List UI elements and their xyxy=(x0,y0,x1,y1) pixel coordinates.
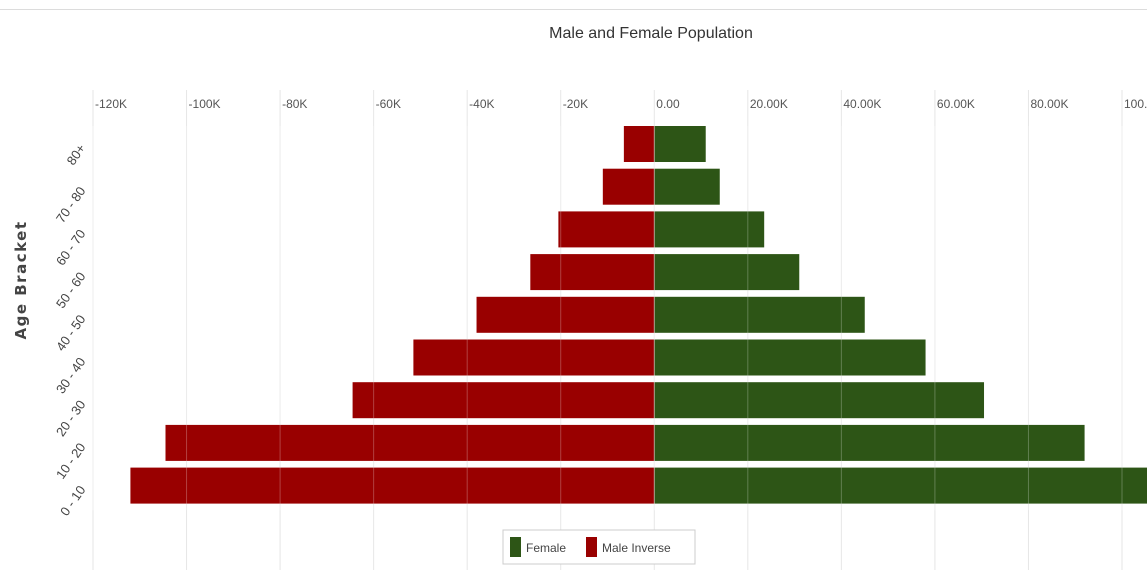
bar-female[interactable] xyxy=(654,126,706,162)
bar-male-inverse[interactable] xyxy=(558,211,655,248)
bar-male-inverse[interactable] xyxy=(352,382,655,419)
x-tick-label: 0.00 xyxy=(656,97,680,111)
category-label: 70 - 80 xyxy=(53,184,89,226)
bar-male-inverse[interactable] xyxy=(476,296,655,333)
bar-male-inverse[interactable] xyxy=(623,126,655,162)
x-tick-label: 20.00K xyxy=(750,97,788,111)
x-tick-label: 80.00K xyxy=(1030,97,1068,111)
bar-female[interactable] xyxy=(654,339,926,376)
legend-box xyxy=(502,529,696,565)
category-label: 0 - 10 xyxy=(57,483,88,519)
y-axis-title: Age Bracket xyxy=(12,220,30,339)
x-tick-label: -120K xyxy=(95,97,127,111)
legend[interactable]: Female Male Inverse xyxy=(502,529,696,565)
category-label: 20 - 30 xyxy=(53,397,89,439)
bar-male-inverse[interactable] xyxy=(130,467,655,504)
category-label: 60 - 70 xyxy=(53,227,89,269)
x-tick-label: 100.00K xyxy=(1124,97,1147,111)
legend-label: Female xyxy=(526,541,566,555)
x-tick-label: -40K xyxy=(469,97,494,111)
bars xyxy=(92,126,1147,511)
category-label: 40 - 50 xyxy=(53,312,89,354)
x-tick-label: 60.00K xyxy=(937,97,975,111)
bar-female[interactable] xyxy=(654,424,1085,461)
bar-male-inverse[interactable] xyxy=(602,168,655,205)
x-tick-label: -100K xyxy=(189,97,221,111)
bar-female[interactable] xyxy=(654,467,1147,504)
legend-swatch xyxy=(586,537,597,557)
category-label: 10 - 20 xyxy=(53,440,89,482)
category-label: 50 - 60 xyxy=(53,269,89,311)
x-tick-label: -60K xyxy=(376,97,401,111)
bar-female[interactable] xyxy=(654,168,720,205)
category-label: 80+ xyxy=(64,141,89,168)
legend-item-male-inverse[interactable]: Male Inverse xyxy=(586,537,671,557)
bar-female[interactable] xyxy=(654,254,800,291)
x-tick-label: -80K xyxy=(282,97,307,111)
bar-female[interactable] xyxy=(654,296,865,333)
top-divider xyxy=(0,9,1147,10)
bar-female[interactable] xyxy=(654,382,985,419)
legend-swatch xyxy=(510,537,521,557)
legend-label: Male Inverse xyxy=(602,541,671,555)
bar-male-inverse[interactable] xyxy=(413,339,655,376)
category-label: 30 - 40 xyxy=(53,355,89,397)
x-tick-label: -20K xyxy=(563,97,588,111)
bar-male-inverse[interactable] xyxy=(165,424,655,461)
legend-item-female[interactable]: Female xyxy=(510,537,566,557)
x-tick-labels: -120K -100K -80K -60K -40K -20K 0.00 20.00K 40.0… xyxy=(95,97,1147,111)
bar-male-inverse[interactable] xyxy=(530,254,655,291)
chart-title: Male and Female Population xyxy=(549,25,753,42)
x-tick-label: 40.00K xyxy=(843,97,881,111)
bar-female[interactable] xyxy=(654,211,765,248)
